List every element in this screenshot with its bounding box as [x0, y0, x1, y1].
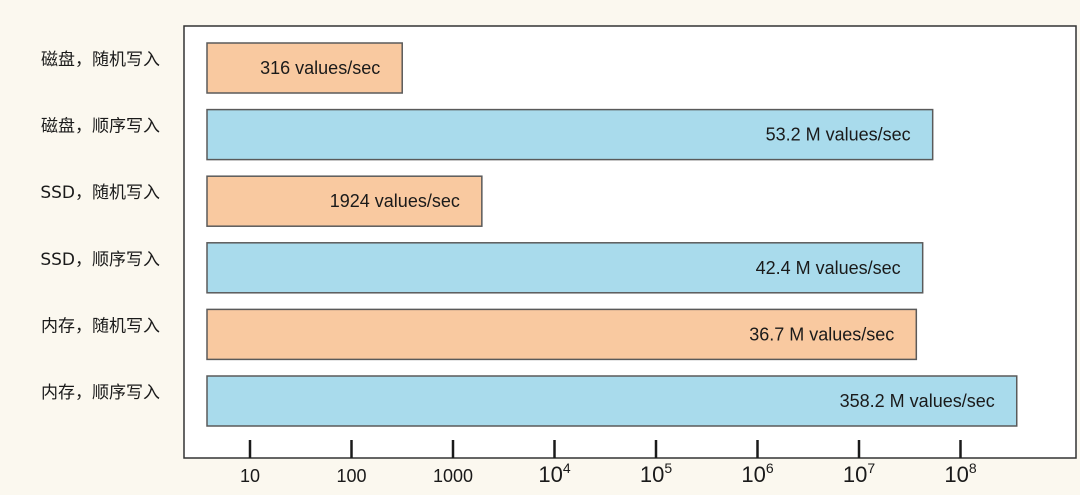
bar-value-label: 53.2 M values/sec: [766, 125, 911, 145]
x-tick-label: 100: [336, 466, 366, 486]
bar-value-label: 358.2 M values/sec: [840, 391, 995, 411]
bar: [206, 175, 483, 227]
category-label: SSD，随机写入: [40, 183, 160, 203]
bar: [206, 42, 403, 94]
x-tick-label: 106: [741, 460, 773, 487]
category-label: 内存，顺序写入: [41, 383, 160, 403]
bars-layer: 316 values/sec 53.2 M values/sec 1924 valu…: [206, 42, 1018, 427]
bar-value-label: 1924 values/sec: [330, 191, 460, 211]
x-tick-label: 107: [843, 460, 875, 487]
x-tick-label: 104: [538, 460, 570, 487]
bar: [206, 242, 924, 294]
category-label: 内存，随机写入: [41, 316, 160, 336]
x-tick-label: 10: [240, 466, 260, 486]
bar-value-label: 316 values/sec: [260, 58, 380, 78]
category-label: 磁盘，顺序写入: [41, 117, 160, 137]
bar-value-label: 42.4 M values/sec: [756, 258, 901, 278]
bar: [206, 108, 934, 161]
category-label: SSD，顺序写入: [40, 250, 160, 270]
category-label: 磁盘，随机写入: [41, 50, 160, 70]
x-tick-label: 105: [640, 460, 672, 487]
x-tick-label: 108: [944, 460, 976, 487]
x-tick-label: 1000: [433, 466, 473, 486]
bar-value-label: 36.7 M values/sec: [749, 324, 894, 344]
bar: [206, 308, 918, 361]
bar: [206, 375, 1018, 427]
ticks-layer: 10 100 1000 104 105 106 107 108: [240, 440, 977, 487]
